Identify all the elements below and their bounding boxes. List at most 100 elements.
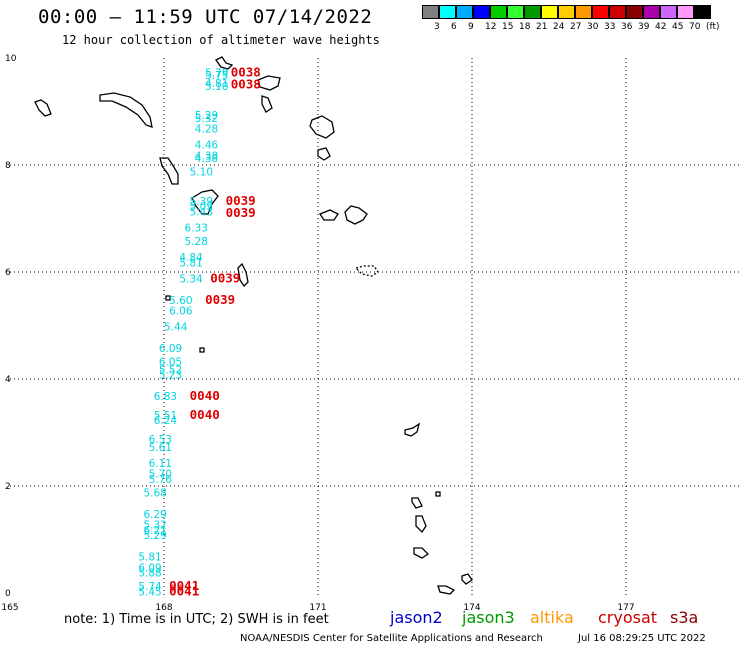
swh-reading: 5.43	[190, 206, 213, 218]
swh-reading: 6.09	[159, 343, 182, 355]
lon-tick-label: 174	[463, 603, 480, 613]
colorbar-label: 18	[519, 22, 531, 32]
colorbar-label: 9	[468, 22, 474, 32]
pass-number-label: 0040	[190, 388, 220, 403]
colorbar-label: 30	[587, 22, 599, 32]
island-outline	[199, 347, 205, 353]
swh-reading: 5.09	[190, 201, 213, 213]
swh-reading: 6.21	[143, 525, 166, 537]
island-outline	[237, 262, 249, 288]
colorbar-swatch	[626, 5, 643, 19]
colorbar-label: 42	[655, 22, 667, 32]
lon-tick-label: 168	[155, 603, 172, 613]
island-outline	[165, 295, 171, 301]
swh-reading: 4.84	[179, 252, 203, 264]
swh-reading: 5.61	[149, 442, 172, 454]
satellite-legend-item: cryosat	[598, 608, 658, 627]
note-text: note: 1) Time is in UTC; 2) SWH is in fe…	[64, 612, 329, 627]
colorbar-swatch	[575, 5, 592, 19]
island-outline	[309, 115, 335, 139]
pass-number-label: 0041	[169, 583, 199, 598]
swh-reading: 5.29	[195, 110, 218, 122]
swh-reading: 4.38	[195, 153, 218, 165]
generated-timestamp: Jul 16 08:29:25 UTC 2022	[578, 633, 706, 644]
island-outline	[411, 497, 423, 509]
island-outlines	[34, 56, 473, 595]
swh-reading: 5.60	[169, 295, 192, 307]
island-outline	[354, 265, 379, 277]
credit-text: NOAA/NESDIS Center for Satellite Applica…	[240, 633, 543, 644]
swh-reading: 5.70	[149, 469, 172, 481]
swh-reading: 5.44	[164, 322, 188, 334]
swh-reading: 5.10	[190, 166, 213, 178]
colorbar-swatch	[558, 5, 575, 19]
colorbar-swatch	[609, 5, 626, 19]
colorbar-swatch	[473, 5, 490, 19]
pass-number-label: 0040	[190, 407, 220, 422]
swh-reading: 5.23	[159, 370, 182, 382]
swh-reading: 4.81	[205, 78, 228, 90]
lon-tick-label: 177	[617, 603, 634, 613]
swh-reading: 6.09	[138, 562, 161, 574]
satellite-legend-item: jason3	[462, 608, 515, 627]
colorbar-swatch	[439, 5, 456, 19]
lat-tick-label: 4	[5, 375, 11, 385]
swh-reading: 5.52	[159, 364, 182, 376]
island-outline	[34, 99, 52, 117]
colorbar-swatch	[677, 5, 694, 19]
swh-reading: 5.81	[179, 257, 202, 269]
swh-reading: 5.10	[205, 81, 228, 93]
swh-reading: 5.51	[154, 410, 177, 422]
satellite-legend-item: jason2	[390, 608, 443, 627]
swh-reading: 5.45	[138, 586, 161, 598]
island-outline	[435, 491, 441, 497]
colorbar-swatch	[524, 5, 541, 19]
colorbar-label: 6	[451, 22, 457, 32]
colorbar-swatch	[422, 5, 439, 19]
lat-tick-label: 0	[5, 589, 11, 599]
lon-tick-label: 171	[309, 603, 326, 613]
lat-tick-label: 10	[5, 54, 17, 64]
colorbar-swatch	[592, 5, 609, 19]
swh-reading: 5.76	[149, 474, 173, 486]
colorbar-label: 21	[536, 22, 548, 32]
swh-reading: 4.46	[195, 140, 219, 152]
swh-reading: 4.38	[195, 150, 218, 162]
colorbar-label: 33	[604, 22, 616, 32]
satellite-legend-item: s3a	[670, 608, 699, 627]
swh-reading: 6.24	[154, 415, 178, 427]
island-outline	[413, 547, 430, 559]
axis-tick-labels: 165 168 171 174 177 10 8 6 4 2 0	[1, 54, 634, 613]
swh-reading: 4.28	[195, 124, 218, 136]
pass-number-label: 0038	[231, 64, 261, 79]
island-outline	[257, 75, 281, 91]
colorbar-label: 45	[672, 22, 684, 32]
colorbar-swatch	[694, 5, 711, 19]
swh-reading: 5.29	[143, 530, 166, 542]
satellite-legend-item: altika	[530, 608, 574, 627]
island-outline	[461, 573, 473, 585]
island-outline	[415, 515, 427, 534]
swh-reading: 5.79	[205, 67, 228, 79]
pass-number-label: 0038	[231, 77, 261, 92]
swh-reading: 5.32	[143, 519, 166, 531]
swh-reading: 6.05	[159, 356, 182, 368]
swh-reading: 5.39	[190, 196, 213, 208]
colorbar-label: 3	[434, 22, 440, 32]
colorbar-swatch	[643, 5, 660, 19]
colorbar-label: 12	[485, 22, 497, 32]
lat-tick-label: 6	[5, 268, 11, 278]
pass-number-label: 0039	[226, 205, 256, 220]
swh-reading: 5.68	[143, 487, 166, 499]
lat-tick-label: 8	[5, 161, 11, 171]
colorbar-swatch	[541, 5, 558, 19]
lat-lon-grid	[10, 58, 740, 598]
colorbar-label: 70	[689, 22, 701, 32]
island-outline	[261, 95, 273, 113]
colorbar-label: 24	[553, 22, 565, 32]
island-outline	[99, 92, 153, 128]
swh-reading: 6.29	[143, 509, 166, 521]
island-outline	[404, 422, 421, 437]
